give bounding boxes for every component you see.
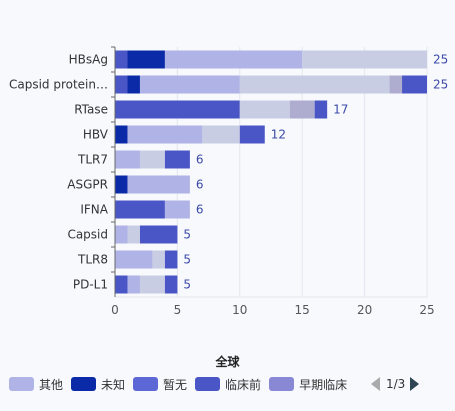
bar-segment[interactable] xyxy=(127,175,190,194)
bar-segment[interactable] xyxy=(127,75,140,94)
category-label: HBsAg xyxy=(69,53,108,67)
x-tick-label: 5 xyxy=(174,303,182,317)
category-label: RTase xyxy=(74,103,108,117)
legend-label: 未知 xyxy=(101,377,126,392)
bar-segment[interactable] xyxy=(127,50,165,69)
next-page-icon[interactable] xyxy=(410,377,420,391)
bars xyxy=(115,50,427,294)
category-label: IFNA xyxy=(80,203,108,217)
bar-segment[interactable] xyxy=(127,275,140,294)
legend-items: 其他 未知 暂无 临床前 早期临床 xyxy=(9,376,355,392)
bar-segment[interactable] xyxy=(115,125,128,144)
bar-segment[interactable] xyxy=(164,50,303,69)
bar-segment[interactable] xyxy=(115,150,140,169)
category-labels: HBsAg Capsid protein… RTase HBV TLR7 ASGPR IFN… xyxy=(9,46,115,292)
category-label: HBV xyxy=(83,128,109,142)
total-label: 25 xyxy=(433,78,448,92)
bar-segment[interactable] xyxy=(164,200,190,219)
bar-segment[interactable] xyxy=(239,100,290,119)
total-label: 25 xyxy=(433,53,448,67)
prev-page-icon[interactable] xyxy=(371,377,380,391)
x-tick-label: 0 xyxy=(111,303,119,317)
bar-segment[interactable] xyxy=(139,275,165,294)
legend-swatch xyxy=(9,377,34,391)
bar-segment[interactable] xyxy=(164,275,178,294)
x-tick-label: 15 xyxy=(295,303,310,317)
legend-label: 早期临床 xyxy=(299,377,348,392)
bar-segment[interactable] xyxy=(127,125,203,144)
bar-segment[interactable] xyxy=(402,75,427,94)
legend-pager: 1/3 xyxy=(371,376,420,392)
legend-item-other[interactable]: 其他 xyxy=(9,376,63,393)
legend-title: 全球 xyxy=(215,355,240,369)
legend-swatch xyxy=(71,377,97,391)
bar-segment[interactable] xyxy=(115,275,128,294)
legend-swatch xyxy=(133,377,159,391)
legend-page-indicator: 1/3 xyxy=(386,377,406,391)
legend-label: 暂无 xyxy=(163,377,188,392)
bar-segment[interactable] xyxy=(164,150,190,169)
bar-segment[interactable] xyxy=(115,75,128,94)
legend-swatch xyxy=(269,377,295,391)
bar-segment[interactable] xyxy=(302,50,427,69)
bar-segment[interactable] xyxy=(115,250,153,269)
bar-segment[interactable] xyxy=(115,225,128,244)
total-label: 6 xyxy=(196,178,204,192)
total-label: 5 xyxy=(183,278,191,292)
category-label: Capsid protein… xyxy=(9,78,108,92)
bar-segment[interactable] xyxy=(152,250,165,269)
bar-segment[interactable] xyxy=(115,100,240,119)
legend: 全球 其他 未知 暂无 临床前 早期临床 1/3 xyxy=(0,352,455,411)
x-axis-ticks: 0 5 10 15 20 25 xyxy=(111,303,434,317)
bar-segment[interactable] xyxy=(389,75,403,94)
legend-label: 其他 xyxy=(39,377,64,392)
x-tick-label: 20 xyxy=(357,303,372,317)
bar-segment[interactable] xyxy=(164,250,178,269)
total-label: 5 xyxy=(183,253,191,267)
x-tick-label: 25 xyxy=(419,303,434,317)
legend-item-unknown[interactable]: 未知 xyxy=(71,376,125,393)
bar-segment[interactable] xyxy=(115,200,165,219)
bar-segment[interactable] xyxy=(202,125,240,144)
total-label: 6 xyxy=(196,153,204,167)
bar-segment[interactable] xyxy=(139,75,240,94)
legend-item-early-clinical[interactable]: 早期临床 xyxy=(269,376,347,393)
legend-label: 临床前 xyxy=(225,377,262,392)
bar-segment[interactable] xyxy=(115,50,128,69)
legend-item-none[interactable]: 暂无 xyxy=(133,376,187,393)
bar-segment[interactable] xyxy=(127,225,140,244)
total-label: 6 xyxy=(196,203,204,217)
total-label: 5 xyxy=(183,228,191,242)
category-label: ASGPR xyxy=(67,178,108,192)
category-label: Capsid xyxy=(67,228,108,242)
legend-swatch xyxy=(195,377,221,391)
bar-segment[interactable] xyxy=(139,150,165,169)
bar-segment[interactable] xyxy=(239,75,390,94)
total-label: 17 xyxy=(333,103,348,117)
bar-segment[interactable] xyxy=(115,175,128,194)
category-label: TLR7 xyxy=(77,153,108,167)
legend-item-preclinical[interactable]: 临床前 xyxy=(195,376,261,393)
bar-segment[interactable] xyxy=(314,100,328,119)
category-label: PD-L1 xyxy=(73,278,108,292)
bar-segment[interactable] xyxy=(289,100,315,119)
stacked-bar-chart: HBsAg Capsid protein… RTase HBV TLR7 ASGPR IFN… xyxy=(9,46,448,317)
category-label: TLR8 xyxy=(77,253,108,267)
bar-segment[interactable] xyxy=(139,225,178,244)
bar-segment[interactable] xyxy=(239,125,265,144)
x-tick-label: 10 xyxy=(232,303,247,317)
total-label: 12 xyxy=(271,128,286,142)
